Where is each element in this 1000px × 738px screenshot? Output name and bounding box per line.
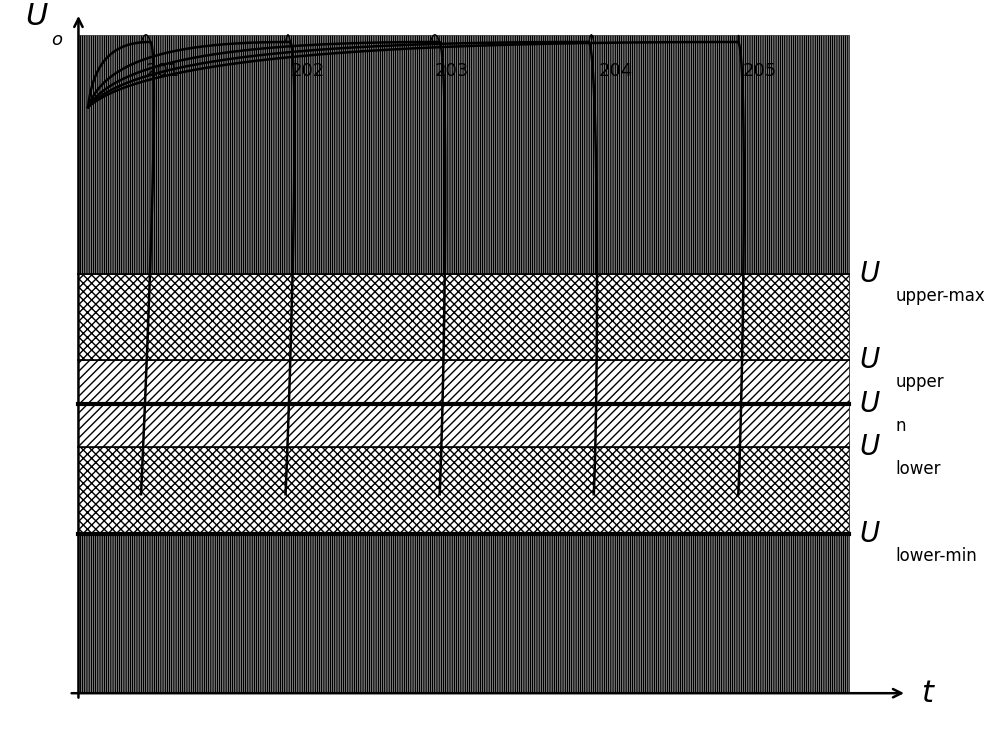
Text: $U$: $U$ — [859, 433, 880, 461]
Text: 201: 201 — [146, 62, 180, 80]
Bar — [78, 534, 849, 693]
Text: $U$: $U$ — [859, 390, 880, 418]
Text: $U$: $U$ — [25, 2, 49, 31]
Text: n: n — [895, 417, 906, 435]
Bar — [78, 360, 849, 447]
Text: upper-max: upper-max — [895, 286, 985, 305]
Text: 203: 203 — [435, 62, 469, 80]
Bar — [78, 274, 849, 360]
Bar — [78, 35, 849, 274]
Text: 205: 205 — [743, 62, 777, 80]
Text: 202: 202 — [290, 62, 325, 80]
Text: o: o — [51, 31, 62, 49]
Text: $U$: $U$ — [859, 346, 880, 374]
Text: 204: 204 — [599, 62, 633, 80]
Text: $t$: $t$ — [921, 679, 936, 708]
Text: lower: lower — [895, 461, 941, 478]
Bar — [78, 447, 849, 534]
Text: $U$: $U$ — [859, 260, 880, 288]
Text: $U$: $U$ — [859, 520, 880, 548]
Text: lower-min: lower-min — [895, 547, 977, 565]
Text: upper: upper — [895, 373, 944, 391]
